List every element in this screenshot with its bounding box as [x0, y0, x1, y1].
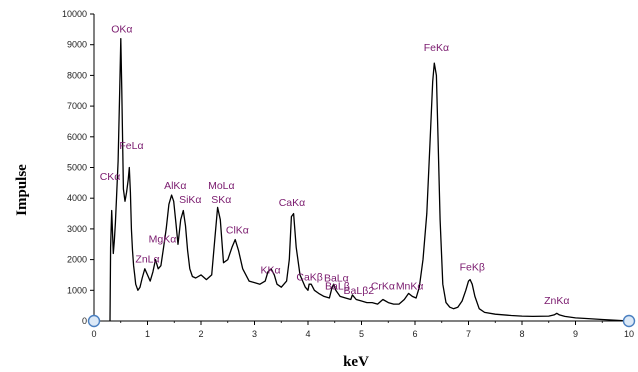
y-tick-label: 5000: [67, 163, 87, 173]
y-tick-label: 2000: [67, 255, 87, 265]
peak-label: CrKα: [371, 280, 395, 292]
peak-label: FeKβ: [460, 261, 485, 273]
peak-label: MgKα: [149, 234, 177, 246]
y-tick-label: 1000: [67, 285, 87, 295]
spectrum-series: [109, 37, 630, 322]
y-tick-label: 9000: [67, 40, 87, 50]
peak-label: ClKα: [226, 225, 249, 237]
y-axis-title: Impulse: [14, 164, 30, 216]
x-tick-label: 9: [573, 329, 578, 339]
x-tick-label: 10: [624, 329, 634, 339]
peak-label: MoLα: [208, 180, 235, 192]
peak-label: BaLβ: [325, 281, 350, 293]
peak-label: FeLα: [119, 140, 143, 152]
y-tick-label: 7000: [67, 101, 87, 111]
x-tick-label: 7: [466, 329, 471, 339]
peak-label: MnKα: [396, 280, 424, 292]
axis-range-handles: [87, 314, 636, 328]
peak-label: KKα: [261, 264, 281, 276]
x-axis-title: keV: [343, 354, 369, 370]
peak-label: ZnLα: [135, 254, 159, 266]
y-tick-label: 4000: [67, 193, 87, 203]
y-tick-label: 8000: [67, 70, 87, 80]
peak-label: CKα: [100, 171, 121, 183]
spectrum-line: [109, 37, 630, 322]
x-tick-label: 8: [519, 329, 524, 339]
y-tick-label: 6000: [67, 132, 87, 142]
x-tick-label: 1: [145, 329, 150, 339]
x-tick-label: 3: [252, 329, 257, 339]
peak-label: FeKα: [424, 42, 449, 54]
x-range-start-handle[interactable]: [87, 314, 101, 328]
x-tick-label: 5: [359, 329, 364, 339]
peak-label: AlKα: [164, 180, 186, 192]
x-tick-label: 2: [198, 329, 203, 339]
peak-label: CaKα: [279, 197, 306, 209]
x-tick-label: 4: [305, 329, 310, 339]
y-axis: 0 1000 2000 3000 4000 5000 6000 7000 8000 9000 100…: [62, 9, 95, 326]
peak-label: CaKβ: [296, 271, 322, 283]
y-tick-label: 10000: [62, 9, 87, 19]
peak-label: BaLα: [324, 273, 349, 285]
x-tick-label: 0: [91, 329, 96, 339]
y-tick-label: 0: [82, 316, 87, 326]
x-axis: 0 1 2 3 4 5 6 7 8 9 10: [91, 320, 634, 339]
x-range-end-handle[interactable]: [622, 314, 636, 328]
peak-label: SKα: [211, 194, 231, 206]
x-tick-label: 6: [412, 329, 417, 339]
y-tick-label: 3000: [67, 224, 87, 234]
peak-label: ZnKα: [544, 295, 569, 307]
peak-annotations: OKα FeLα CKα AlKα MoLα SiKα SKα CaKα MgKα ClKα ZnL…: [100, 23, 570, 306]
peak-label: SiKα: [179, 194, 201, 206]
peak-label: BaLβ2: [344, 285, 375, 297]
peak-label: OKα: [111, 23, 132, 35]
